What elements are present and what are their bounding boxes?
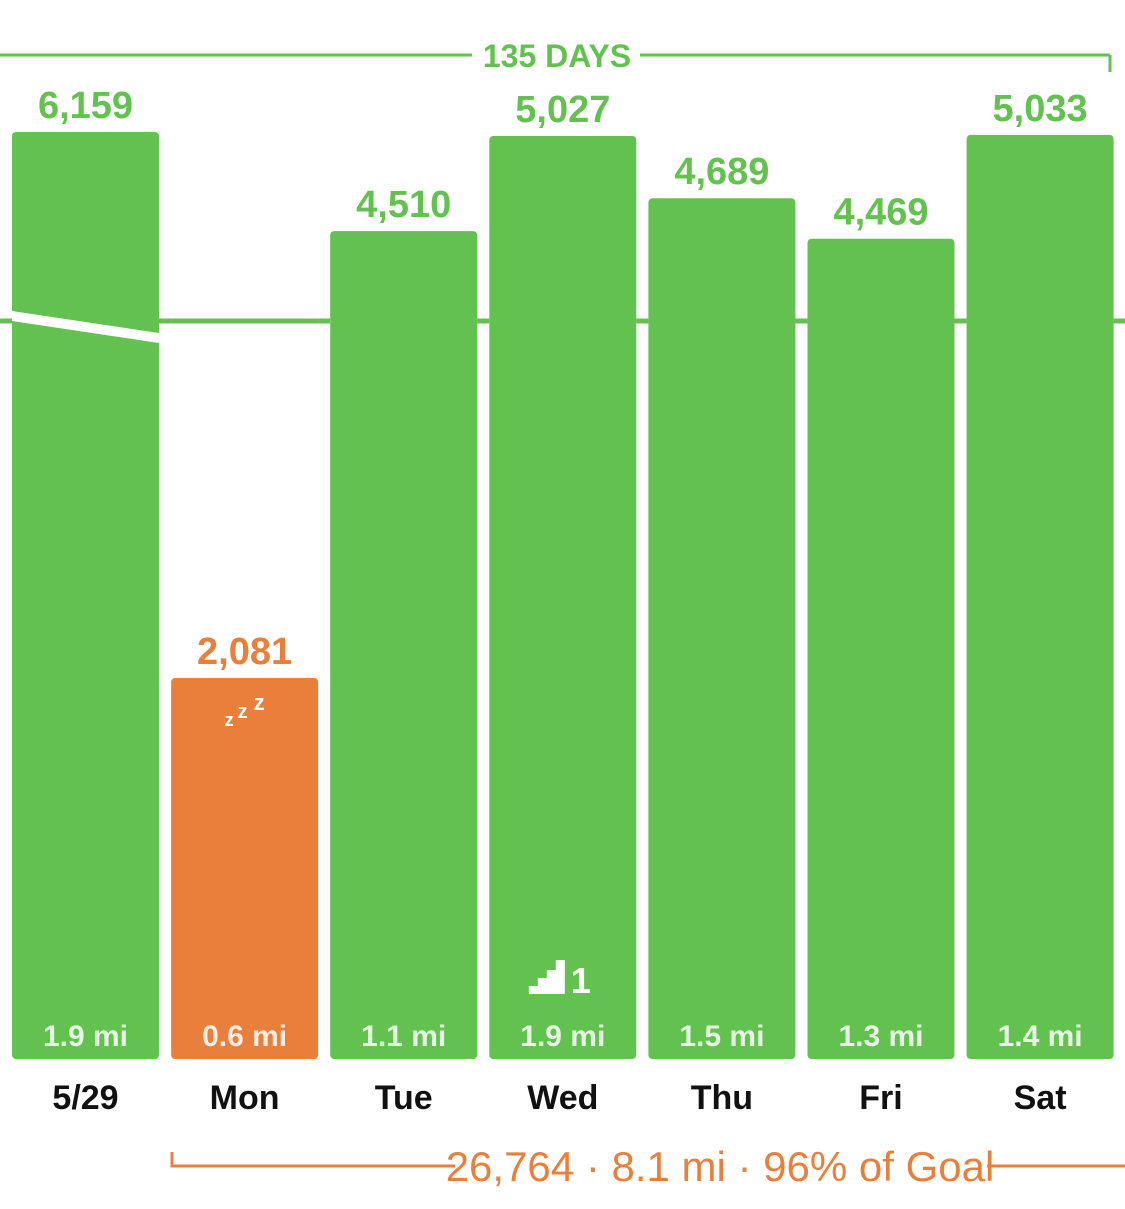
- bar-value-label: 2,081: [197, 631, 292, 673]
- bar-value-label: 4,469: [833, 192, 928, 234]
- streak-bracket: 135 DAYS: [0, 38, 1112, 74]
- bar-value-label: 6,159: [38, 85, 133, 127]
- bar-distance-label: 1.9 mi: [43, 1020, 128, 1053]
- bar-fri[interactable]: [807, 238, 955, 1059]
- bar-5-29[interactable]: [12, 132, 159, 1059]
- day-label: Sat: [1014, 1079, 1067, 1117]
- axis-break-mark: [12, 311, 159, 343]
- bar-mon[interactable]: [171, 678, 319, 1059]
- bar-distance-label: 1.3 mi: [838, 1020, 923, 1053]
- bar-value-label: 5,027: [515, 89, 610, 131]
- stairs-shape: [528, 960, 565, 994]
- bar-tue[interactable]: [330, 231, 478, 1060]
- summary-label: 26,764 · 8.1 mi · 96% of Goal: [446, 1143, 995, 1190]
- day-label: Thu: [691, 1079, 753, 1117]
- day-label: 5/29: [52, 1079, 118, 1117]
- bar-distance-label: 1.1 mi: [361, 1020, 446, 1053]
- sleep-z-large: z: [254, 690, 265, 715]
- bar-distance-label: 0.6 mi: [202, 1020, 287, 1053]
- day-label: Fri: [859, 1079, 902, 1117]
- day-label: Tue: [375, 1079, 433, 1117]
- sleep-z-medium: z: [238, 701, 248, 723]
- bar-distance-label: 1.5 mi: [679, 1020, 764, 1053]
- sleep-z-small: z: [225, 710, 234, 730]
- summary-bracket-left: [170, 1152, 455, 1168]
- streak-label: 135 DAYS: [483, 38, 631, 74]
- bars-layer: [12, 132, 1114, 1060]
- bar-thu[interactable]: [648, 198, 796, 1059]
- bar-sat[interactable]: [966, 134, 1114, 1059]
- day-label: Wed: [527, 1079, 598, 1117]
- day-label: Mon: [210, 1079, 280, 1117]
- bar-wed[interactable]: [489, 136, 637, 1059]
- stairs-icon: 1: [528, 960, 591, 1001]
- bar-distance-label: 1.9 mi: [520, 1020, 605, 1053]
- floors-count: 1: [571, 960, 591, 1001]
- bar-value-label: 4,510: [356, 184, 451, 226]
- bar-value-label: 4,689: [674, 151, 769, 193]
- weekly-summary: 26,764 · 8.1 mi · 96% of Goal: [170, 1143, 1125, 1190]
- bar-value-label: 5,033: [993, 88, 1088, 130]
- labels-layer: 6,159 1.9 mi 5/29 2,081 0.6 mi Mon 4,510 1.1 mi…: [12, 85, 1088, 1117]
- bar-distance-label: 1.4 mi: [998, 1020, 1083, 1053]
